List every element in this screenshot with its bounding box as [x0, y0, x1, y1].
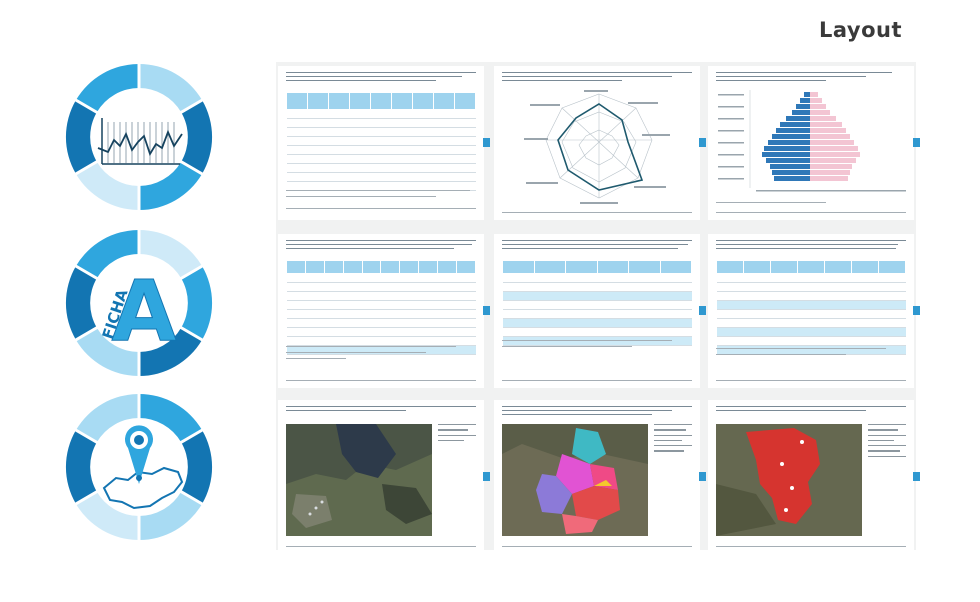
data-table — [286, 92, 476, 191]
line-chart-icon — [97, 118, 183, 165]
region-shape-icon — [102, 466, 184, 510]
page-tab — [913, 306, 920, 315]
table-page — [278, 66, 490, 220]
map-legend — [654, 424, 692, 456]
map-pin-icon — [125, 425, 153, 484]
satellite-map — [286, 424, 432, 536]
page-tab — [483, 472, 490, 481]
map-legend — [868, 424, 906, 461]
page-tab — [699, 138, 706, 147]
location-map-icon — [64, 392, 214, 542]
table-page — [278, 234, 490, 388]
page-tab — [483, 138, 490, 147]
segmented-ring — [65, 228, 213, 378]
segmented-ring — [65, 62, 213, 212]
pyramid-chart-page — [708, 66, 920, 220]
page-title: Layout — [818, 18, 902, 42]
map-legend — [438, 424, 476, 445]
page-tab — [699, 472, 706, 481]
ficha-a-icon: A FICHA — [64, 228, 214, 378]
table-page — [494, 234, 706, 388]
page-tab — [699, 306, 706, 315]
table-page — [708, 234, 920, 388]
red-area-map-page — [708, 400, 920, 554]
radar-chart-page — [494, 66, 706, 220]
segmented-ring — [65, 392, 213, 542]
data-table — [286, 260, 476, 355]
data-table — [716, 260, 906, 355]
page-tab — [913, 138, 920, 147]
radar-chart — [524, 90, 670, 204]
red-area-map — [716, 424, 862, 536]
ficha-letter: A — [111, 262, 176, 360]
page-tab — [913, 472, 920, 481]
chart-icon — [64, 62, 214, 212]
district-map — [502, 424, 648, 536]
data-table — [502, 260, 692, 346]
page-tab — [483, 306, 490, 315]
satellite-map-page — [278, 400, 490, 554]
district-map-page — [494, 400, 706, 554]
population-pyramid — [718, 90, 906, 192]
layout-sheet — [276, 62, 920, 554]
